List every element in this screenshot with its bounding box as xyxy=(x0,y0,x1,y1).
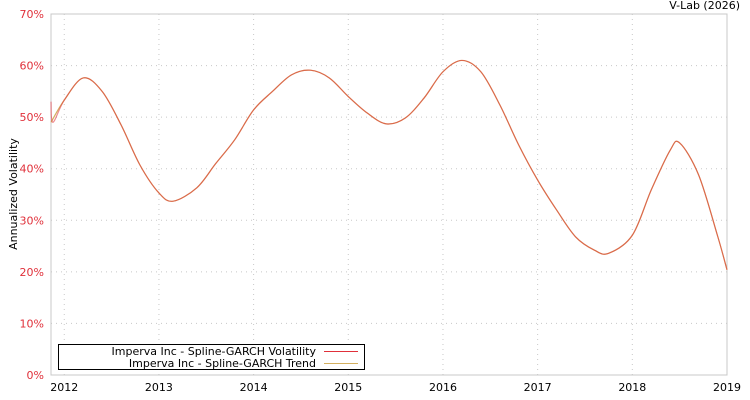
legend: Imperva Inc - Spline-GARCH Volatility Im… xyxy=(58,344,365,370)
y-tick-label: 0% xyxy=(27,369,44,382)
x-tick-label: 2017 xyxy=(524,381,552,394)
y-tick-label: 40% xyxy=(20,163,44,176)
y-axis-label: Annualized Volatility xyxy=(7,138,20,250)
x-tick-label: 2016 xyxy=(429,381,457,394)
legend-label: Imperva Inc - Spline-GARCH Volatility xyxy=(111,344,317,358)
y-axis: 0% 10% 20% 30% 40% 50% 60% 70% xyxy=(20,8,44,382)
y-tick-label: 30% xyxy=(20,214,44,227)
y-tick-label: 10% xyxy=(20,317,44,330)
legend-item-trend: Imperva Inc - Spline-GARCH Trend xyxy=(59,356,364,370)
x-tick-label: 2018 xyxy=(618,381,646,394)
y-tick-label: 70% xyxy=(20,8,44,21)
x-tick-label: 2019 xyxy=(713,381,741,394)
y-tick-label: 50% xyxy=(20,111,44,124)
trend-line xyxy=(50,59,728,270)
legend-label: Imperva Inc - Spline-GARCH Trend xyxy=(128,356,316,370)
x-tick-label: 2015 xyxy=(334,381,362,394)
legend-item-volatility: Imperva Inc - Spline-GARCH Volatility xyxy=(59,344,364,358)
grid xyxy=(51,14,727,375)
plot-frame xyxy=(50,13,728,376)
volatility-line xyxy=(50,59,728,270)
x-tick-label: 2013 xyxy=(145,381,173,394)
series-lines xyxy=(50,59,728,270)
y-tick-label: 60% xyxy=(20,60,44,73)
x-tick-label: 2014 xyxy=(240,381,268,394)
x-tick-label: 2012 xyxy=(50,381,78,394)
x-axis: 2012 2013 2014 2015 2016 2017 2018 2019 xyxy=(50,381,741,394)
legend-swatch xyxy=(324,362,358,364)
credit-label: V-Lab (2026) xyxy=(669,0,740,12)
y-tick-label: 20% xyxy=(20,266,44,279)
legend-swatch xyxy=(324,350,358,352)
